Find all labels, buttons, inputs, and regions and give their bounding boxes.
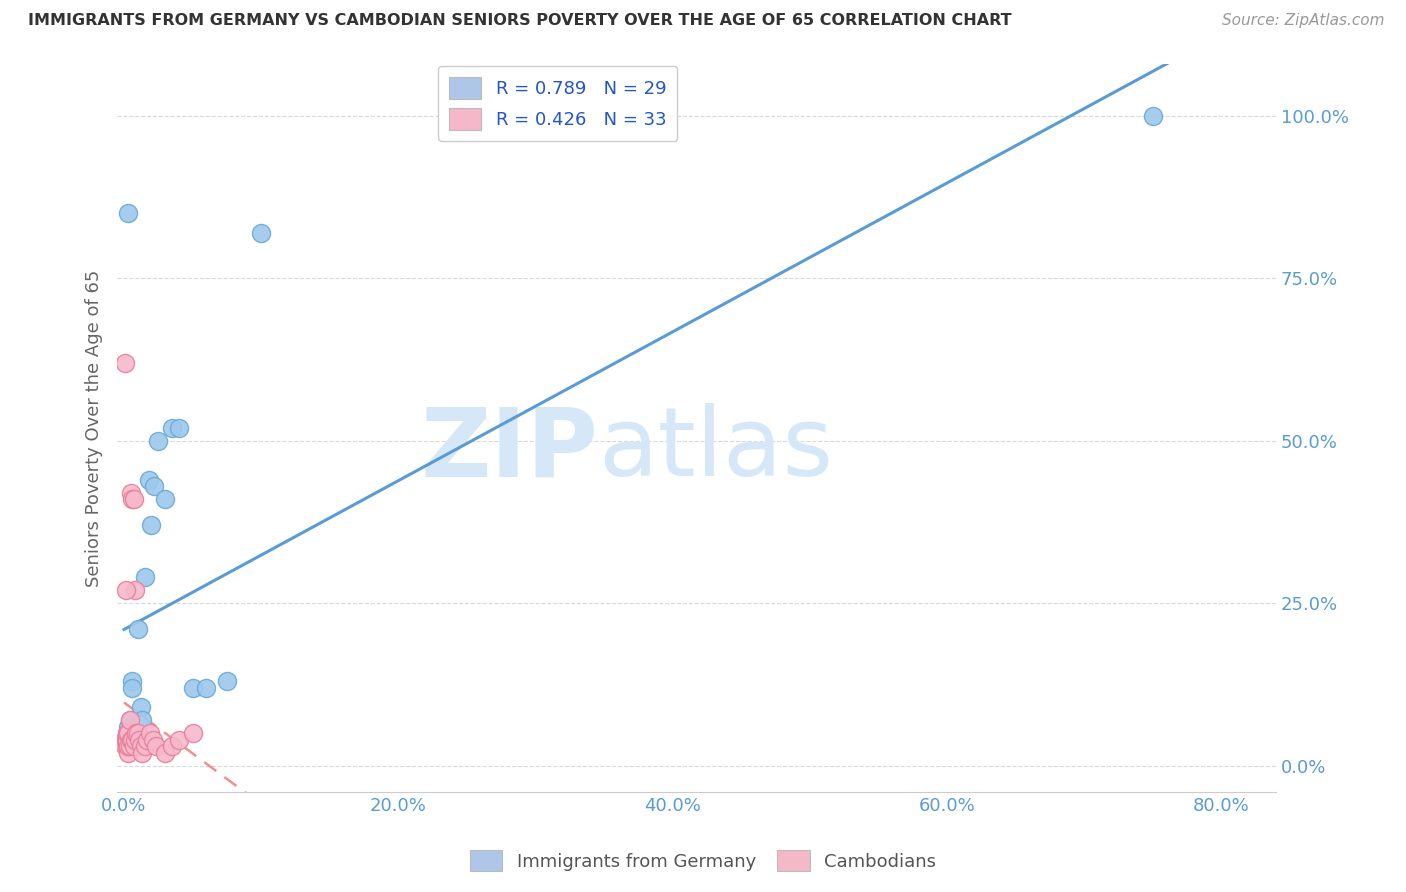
Point xyxy=(115,732,138,747)
Point xyxy=(118,732,141,747)
Point xyxy=(153,746,176,760)
Point xyxy=(115,739,138,754)
Point xyxy=(117,739,139,754)
Point xyxy=(114,739,136,754)
Point xyxy=(114,732,136,747)
Point xyxy=(114,356,136,370)
Point xyxy=(181,681,204,695)
Point xyxy=(139,726,162,740)
Point xyxy=(121,674,143,689)
Point xyxy=(122,732,145,747)
Point xyxy=(145,739,167,754)
Point xyxy=(120,732,142,747)
Legend: R = 0.789   N = 29, R = 0.426   N = 33: R = 0.789 N = 29, R = 0.426 N = 33 xyxy=(437,66,678,141)
Point xyxy=(1142,109,1164,123)
Point xyxy=(167,732,190,747)
Point xyxy=(115,583,138,598)
Point xyxy=(215,674,238,689)
Text: IMMIGRANTS FROM GERMANY VS CAMBODIAN SENIORS POVERTY OVER THE AGE OF 65 CORRELAT: IMMIGRANTS FROM GERMANY VS CAMBODIAN SEN… xyxy=(28,13,1012,29)
Point xyxy=(160,739,183,754)
Point xyxy=(118,713,141,727)
Point xyxy=(160,421,183,435)
Point xyxy=(129,739,152,754)
Point xyxy=(115,726,138,740)
Point xyxy=(117,720,139,734)
Text: Source: ZipAtlas.com: Source: ZipAtlas.com xyxy=(1222,13,1385,29)
Point xyxy=(125,726,148,740)
Point xyxy=(138,473,160,487)
Point xyxy=(117,746,139,760)
Point xyxy=(124,726,146,740)
Point xyxy=(117,206,139,220)
Point xyxy=(141,518,163,533)
Point xyxy=(127,622,149,636)
Point xyxy=(131,746,153,760)
Point xyxy=(143,479,166,493)
Legend: Immigrants from Germany, Cambodians: Immigrants from Germany, Cambodians xyxy=(463,843,943,879)
Point xyxy=(117,726,139,740)
Point xyxy=(129,700,152,714)
Point xyxy=(122,739,145,754)
Point xyxy=(153,492,176,507)
Point xyxy=(121,492,143,507)
Point xyxy=(250,226,273,240)
Point xyxy=(195,681,218,695)
Point xyxy=(128,732,150,747)
Point xyxy=(118,713,141,727)
Point xyxy=(125,732,148,747)
Point xyxy=(120,486,142,500)
Point xyxy=(134,739,156,754)
Point xyxy=(142,732,165,747)
Point xyxy=(121,681,143,695)
Point xyxy=(120,726,142,740)
Y-axis label: Seniors Poverty Over the Age of 65: Seniors Poverty Over the Age of 65 xyxy=(86,269,103,587)
Point xyxy=(127,726,149,740)
Point xyxy=(114,732,136,747)
Point xyxy=(131,713,153,727)
Point xyxy=(148,434,170,448)
Point xyxy=(134,570,156,584)
Point xyxy=(128,732,150,747)
Point xyxy=(122,492,145,507)
Point xyxy=(115,726,138,740)
Text: atlas: atlas xyxy=(598,403,834,496)
Point xyxy=(167,421,190,435)
Point xyxy=(136,732,159,747)
Point xyxy=(124,583,146,598)
Text: ZIP: ZIP xyxy=(420,403,598,496)
Point xyxy=(181,726,204,740)
Point xyxy=(118,739,141,754)
Point xyxy=(121,732,143,747)
Point xyxy=(124,732,146,747)
Point xyxy=(115,732,138,747)
